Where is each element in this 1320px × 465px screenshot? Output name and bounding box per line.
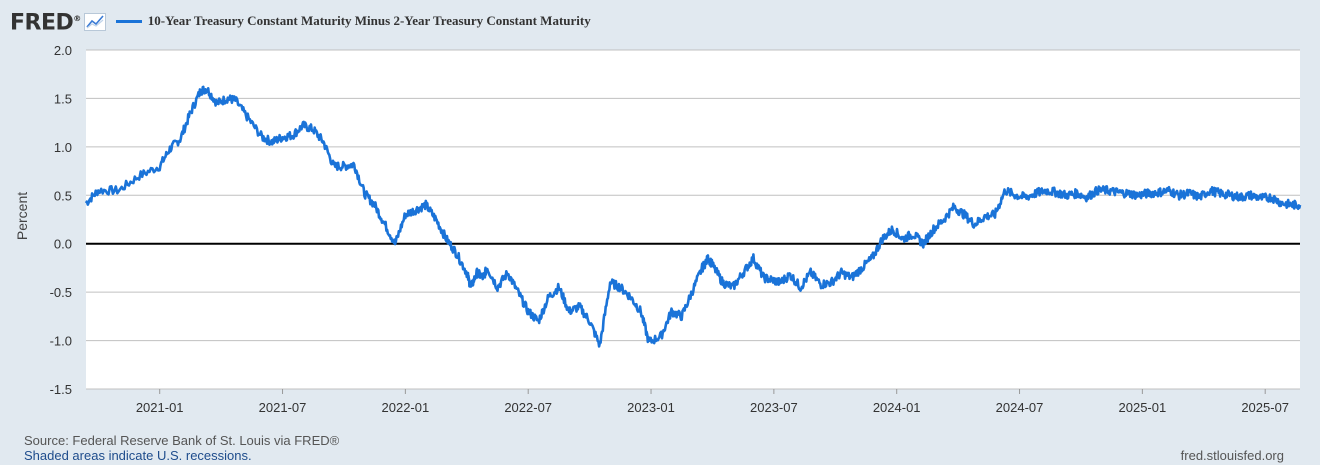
x-tick-label: 2023-07: [750, 400, 798, 415]
y-tick-label: -0.5: [50, 285, 72, 300]
y-tick-label: 0.0: [54, 237, 72, 252]
x-tick-label: 2021-01: [136, 400, 184, 415]
chart-logo-icon: [83, 13, 106, 31]
x-tick-label: 2022-01: [382, 400, 430, 415]
plot-area: [86, 50, 1300, 389]
y-tick-label: -1.5: [50, 382, 72, 397]
chart-header: FRED® 10-Year Treasury Constant Maturity…: [10, 8, 591, 36]
y-tick-label: -1.0: [50, 334, 72, 349]
x-tick-label: 2025-01: [1119, 400, 1167, 415]
fred-logo[interactable]: FRED®: [10, 10, 81, 36]
y-axis-label: Percent: [14, 192, 30, 240]
y-tick-label: 0.5: [54, 188, 72, 203]
x-tick-label: 2024-01: [873, 400, 921, 415]
x-tick-label: 2021-07: [259, 400, 307, 415]
source-text: Source: Federal Reserve Bank of St. Loui…: [24, 433, 340, 448]
recession-note[interactable]: Shaded areas indicate U.S. recessions.: [24, 448, 252, 463]
x-tick-label: 2023-01: [627, 400, 675, 415]
y-tick-label: 2.0: [54, 43, 72, 58]
y-tick-label: 1.0: [54, 140, 72, 155]
series-line: [84, 85, 1302, 348]
x-tick-label: 2024-07: [996, 400, 1044, 415]
legend-label[interactable]: 10-Year Treasury Constant Maturity Minus…: [147, 13, 591, 28]
fred-url[interactable]: fred.stlouisfed.org: [1180, 448, 1284, 463]
legend-swatch: [115, 19, 142, 23]
x-tick-label: 2022-07: [504, 400, 552, 415]
y-tick-label: 1.5: [54, 91, 72, 106]
x-tick-label: 2025-07: [1241, 400, 1289, 415]
